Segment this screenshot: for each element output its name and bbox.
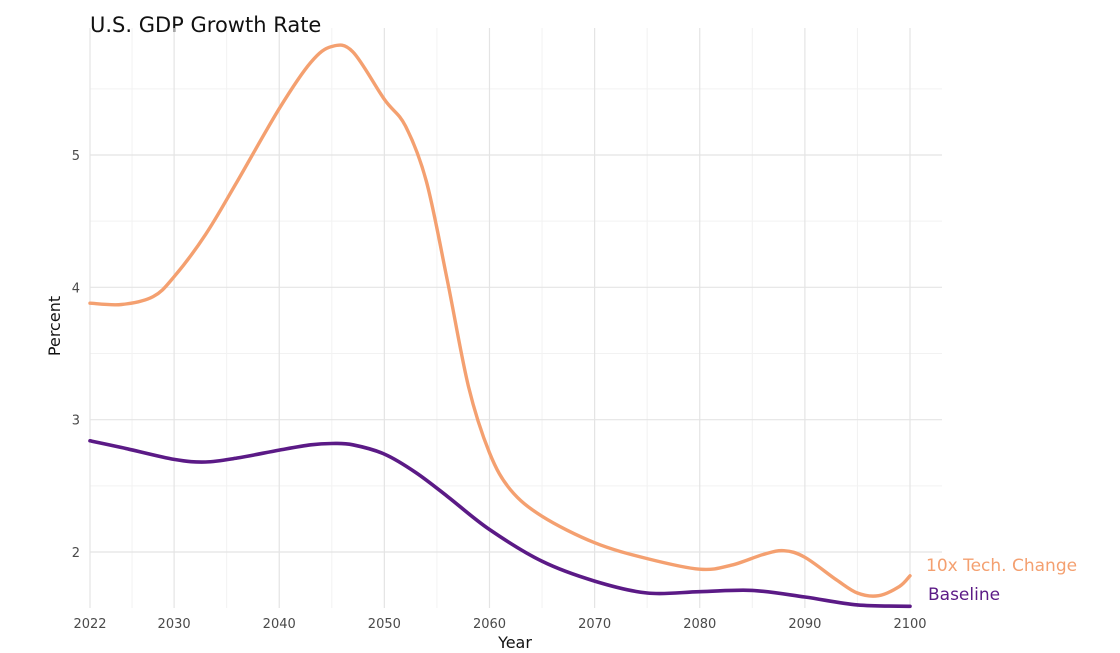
y-tick-label: 2 [72,546,80,561]
x-tick-label: 2100 [893,617,926,632]
tick-labels: 2022 2030 2040 2050 2060 2070 2080 2090 2100 2 3 4 5 [72,149,927,632]
y-tick-label: 4 [72,281,80,296]
series-label-baseline: Baseline [928,585,1000,605]
x-tick-label: 2060 [473,617,506,632]
x-tick-label: 2050 [368,617,401,632]
x-tick-label: 2030 [158,617,191,632]
series-label-tech-change: 10x Tech. Change [926,556,1077,576]
x-tick-label: 2090 [788,617,821,632]
series-line-baseline [88,439,912,609]
series-lines [88,43,912,609]
chart-title: U.S. GDP Growth Rate [90,13,321,37]
y-axis-title: Percent [45,296,64,356]
x-tick-label: 2022 [73,617,106,632]
y-tick-label: 3 [72,414,80,429]
x-tick-label: 2080 [683,617,716,632]
x-tick-label: 2040 [263,617,296,632]
grid [89,28,942,608]
series-labels: 10x Tech. Change Baseline [926,556,1077,605]
x-tick-label: 2070 [578,617,611,632]
x-axis-title: Year [497,633,532,648]
y-tick-label: 5 [72,149,80,164]
series-line-tech-change [88,43,912,598]
